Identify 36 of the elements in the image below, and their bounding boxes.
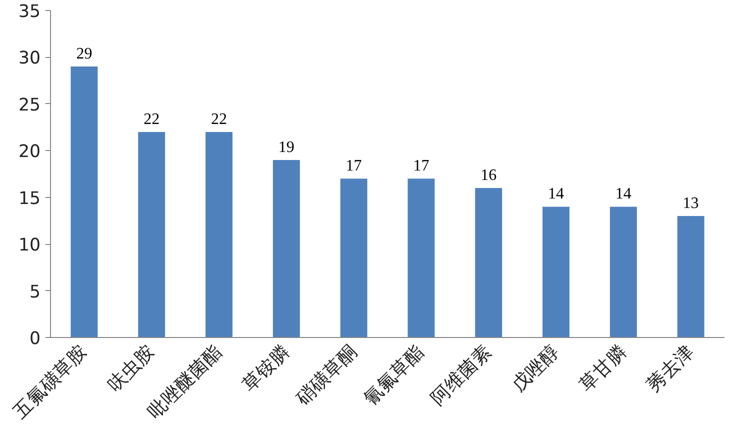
y-tick-label: 0 xyxy=(29,329,41,349)
x-tick-label: 草甘膦 xyxy=(576,341,631,396)
bar xyxy=(340,178,368,338)
x-tick-label: 戊唑醇 xyxy=(508,341,564,396)
bar xyxy=(610,206,637,338)
y-tick-label: 20 xyxy=(18,142,41,162)
bar xyxy=(138,132,166,338)
data-label: 22 xyxy=(211,110,227,128)
y-tick-label: 15 xyxy=(18,188,41,209)
bar xyxy=(542,206,570,338)
bar xyxy=(475,188,502,338)
bar xyxy=(70,66,98,338)
x-tick-label: 氰氟草酯 xyxy=(360,341,429,410)
bar xyxy=(677,216,704,338)
data-label: 29 xyxy=(76,46,92,63)
y-tick-label: 30 xyxy=(18,48,41,69)
y-tick-label: 35 xyxy=(18,2,41,22)
data-label: 14 xyxy=(548,186,564,203)
data-label: 13 xyxy=(682,195,699,212)
x-tick-label: 硝磺草酮 xyxy=(292,341,362,410)
bar xyxy=(272,160,300,338)
x-tick-label: 莠去津 xyxy=(643,341,698,396)
data-label: 22 xyxy=(144,110,160,128)
data-label: 14 xyxy=(615,186,632,203)
data-label: 19 xyxy=(278,138,294,156)
bar xyxy=(408,178,435,338)
bar xyxy=(206,132,232,338)
x-tick-label: 草铵膦 xyxy=(238,341,294,396)
y-tick-label: 25 xyxy=(18,95,41,116)
y-tick-label: 5 xyxy=(29,282,41,302)
y-tick-label: 10 xyxy=(18,236,41,256)
data-label: 17 xyxy=(413,158,430,175)
data-label: 16 xyxy=(480,167,497,184)
data-label: 17 xyxy=(346,158,362,175)
x-tick-label: 呋虫胺 xyxy=(104,341,160,396)
x-tick-label: 阿维菌素 xyxy=(426,340,496,410)
